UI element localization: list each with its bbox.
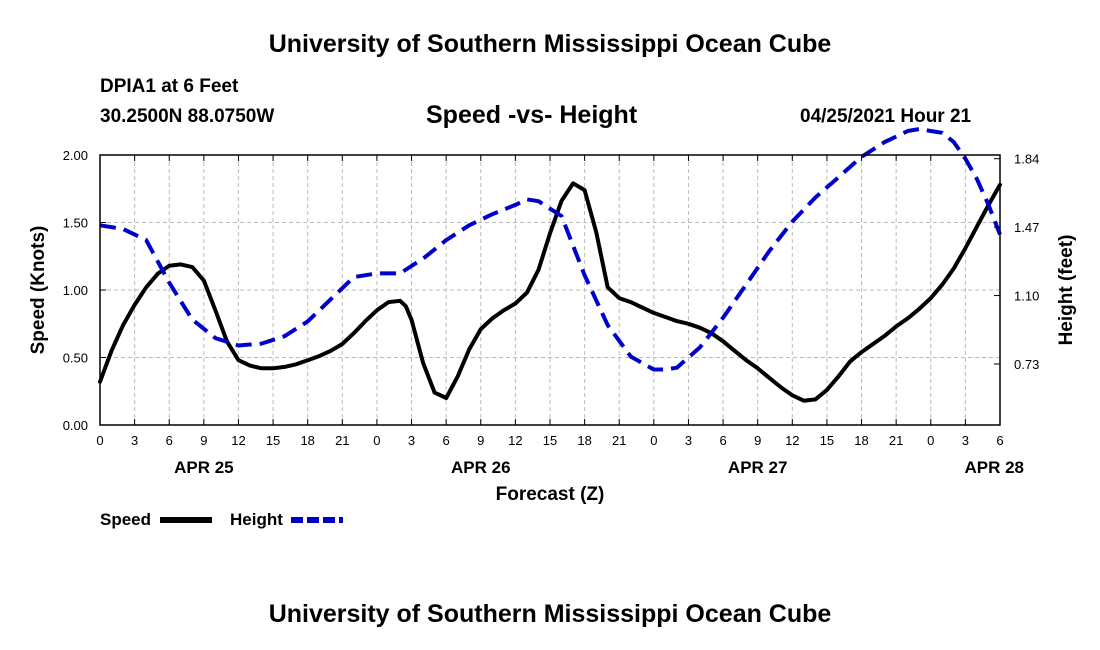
x-tick-label: 0 [373,433,380,448]
grid-layer [100,155,1000,425]
x-tick-label: 9 [754,433,761,448]
chart-title: Speed -vs- Height [426,101,638,129]
x-tick-label: 3 [131,433,138,448]
x-date-label: APR 26 [451,458,511,477]
y2-tick-label: 1.84 [1014,152,1039,167]
series-layer [98,127,1002,403]
y-axis-label: Speed (Knots) [28,226,49,355]
x-date-label: APR 28 [964,458,1024,477]
x-tick-label: 21 [335,433,349,448]
x-tick-label: 3 [408,433,415,448]
x-tick-label: 15 [820,433,834,448]
x-date-label: APR 27 [728,458,788,477]
x-tick-label: 6 [996,433,1003,448]
station-coordinates: 30.2500N 88.0750W [100,106,275,127]
x-tick-label: 15 [266,433,280,448]
x-axis-label: Forecast (Z) [496,484,605,505]
x-tick-label: 18 [854,433,868,448]
x-tick-label: 3 [685,433,692,448]
x-tick-label: 12 [785,433,799,448]
x-tick-label: 21 [889,433,903,448]
forecast-timestamp: 04/25/2021 Hour 21 [800,106,972,127]
y-tick-label: 0.50 [63,351,88,366]
x-tick-label: 6 [443,433,450,448]
x-tick-label: 9 [477,433,484,448]
x-tick-label: 0 [650,433,657,448]
footer-title: University of Southern Mississippi Ocean… [268,600,832,628]
axis-layer: 0 3 6 9 12 15 18 21 0 3 6 9 12 15 18 21 0 3 6 9 12 15 18 21 0 3 6 0… [63,148,1040,477]
x-tick-label: 21 [612,433,626,448]
x-tick-label: 6 [719,433,726,448]
x-tick-label: 0 [927,433,934,448]
y-tick-label: 0.00 [63,418,88,433]
x-date-label: APR 25 [174,458,234,477]
y2-axis-label: Height (feet) [1056,235,1077,346]
y-tick-label: 1.50 [63,216,88,231]
x-tick-label: 18 [577,433,591,448]
x-tick-label: 9 [200,433,207,448]
legend: Speed Height [100,510,343,529]
x-tick-label: 15 [543,433,557,448]
x-tick-label: 12 [231,433,245,448]
speed-series-line [98,181,1002,403]
station-name: DPIA1 at 6 Feet [100,76,239,97]
y-tick-label: 1.00 [63,283,88,298]
height-series-line [99,127,1002,372]
y-tick-label: 2.00 [63,148,88,163]
y2-tick-label: 1.10 [1014,289,1039,304]
x-tick-label: 18 [300,433,314,448]
x-tick-label: 12 [508,433,522,448]
legend-speed-label: Speed [100,510,151,529]
y2-tick-label: 1.47 [1014,220,1039,235]
x-tick-label: 0 [96,433,103,448]
x-tick-label: 3 [962,433,969,448]
y2-tick-label: 0.73 [1014,357,1039,372]
legend-height-label: Height [230,510,283,529]
x-tick-label: 6 [166,433,173,448]
page-title: University of Southern Mississippi Ocean… [268,30,832,58]
